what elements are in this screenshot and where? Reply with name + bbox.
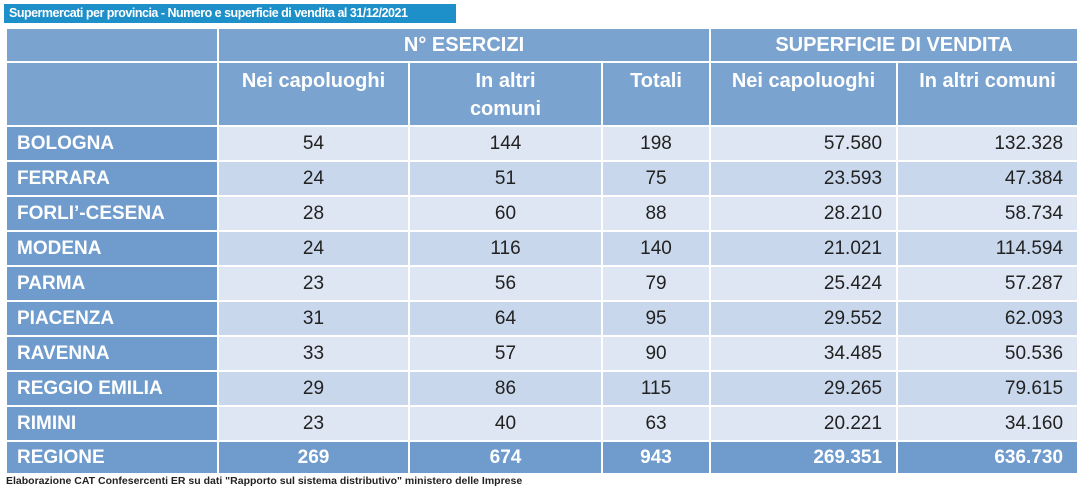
total-cell: 674	[408, 440, 603, 475]
table-cell: 64	[408, 300, 603, 337]
table-cell: 21.021	[709, 230, 899, 267]
total-row: REGIONE 269 674 943 269.351 636.730	[5, 440, 1080, 475]
row-label: BOLOGNA	[5, 125, 219, 162]
table-cell: 132.328	[896, 125, 1080, 162]
table-cell: 57.287	[896, 265, 1080, 302]
table-cell: 50.536	[896, 335, 1080, 372]
table-cell: 58.734	[896, 195, 1080, 232]
table-cell: 79	[600, 265, 712, 302]
table-cell: 198	[600, 125, 712, 162]
table-cell: 51	[408, 160, 603, 197]
table-row: RAVENNA 33 57 90 34.485 50.536	[5, 335, 1080, 372]
table-cell: 34.485	[709, 335, 899, 372]
table-cell: 28	[217, 195, 410, 232]
header-corner-lower	[5, 61, 219, 127]
table-cell: 63	[600, 405, 712, 442]
row-label: REGGIO EMILIA	[5, 370, 219, 407]
table-row: REGGIO EMILIA 29 86 115 29.265 79.615	[5, 370, 1080, 407]
table-row: FORLI’-CESENA 28 60 88 28.210 58.734	[5, 195, 1080, 232]
table-row: FERRARA 24 51 75 23.593 47.384	[5, 160, 1080, 197]
table-cell: 88	[600, 195, 712, 232]
table-cell: 25.424	[709, 265, 899, 302]
table-cell: 23	[217, 405, 410, 442]
group-header-esercizi: N° ESERCIZI	[216, 27, 712, 63]
table-cell: 56	[408, 265, 603, 302]
row-label: MODENA	[5, 230, 219, 267]
group-header-superficie: SUPERFICIE DI VENDITA	[709, 27, 1080, 63]
column-header: Totali	[600, 61, 712, 127]
total-cell: 269	[217, 440, 410, 475]
row-label: FORLI’-CESENA	[5, 195, 219, 232]
column-header: In altri comuni	[408, 61, 603, 127]
table-row: BOLOGNA 54 144 198 57.580 132.328	[5, 125, 1080, 162]
row-label: RAVENNA	[5, 335, 219, 372]
table-cell: 114.594	[896, 230, 1080, 267]
header-corner	[5, 27, 219, 63]
supermarkets-table: N° ESERCIZI SUPERFICIE DI VENDITA Nei ca…	[5, 27, 1080, 475]
table-cell: 33	[217, 335, 410, 372]
table-cell: 60	[408, 195, 603, 232]
total-cell: 943	[600, 440, 712, 475]
table-cell: 28.210	[709, 195, 899, 232]
table-cell: 40	[408, 405, 603, 442]
table-cell: 31	[217, 300, 410, 337]
total-cell: 269.351	[709, 440, 899, 475]
total-label: REGIONE	[5, 440, 219, 475]
table-row: PARMA 23 56 79 25.424 57.287	[5, 265, 1080, 302]
table-cell: 54	[217, 125, 410, 162]
row-label: PARMA	[5, 265, 219, 302]
table-cell: 29.265	[709, 370, 899, 407]
total-cell: 636.730	[896, 440, 1080, 475]
table-cell: 86	[408, 370, 603, 407]
row-label: RIMINI	[5, 405, 219, 442]
table-cell: 23	[217, 265, 410, 302]
column-header: Nei capoluoghi	[217, 61, 410, 127]
table-cell: 75	[600, 160, 712, 197]
table-row: MODENA 24 116 140 21.021 114.594	[5, 230, 1080, 267]
source-note: Elaborazione CAT Confesercenti ER su dat…	[6, 475, 523, 487]
table-cell: 144	[408, 125, 603, 162]
table-cell: 29.552	[709, 300, 899, 337]
table-cell: 79.615	[896, 370, 1080, 407]
table-cell: 95	[600, 300, 712, 337]
column-header: Nei capoluoghi	[709, 61, 899, 127]
table-cell: 115	[600, 370, 712, 407]
table-row: RIMINI 23 40 63 20.221 34.160	[5, 405, 1080, 442]
table-cell: 90	[600, 335, 712, 372]
table-cell: 57	[408, 335, 603, 372]
table-cell: 57.580	[709, 125, 899, 162]
row-label: FERRARA	[5, 160, 219, 197]
table-cell: 29	[217, 370, 410, 407]
table-cell: 34.160	[896, 405, 1080, 442]
table-title: Supermercati per provincia - Numero e su…	[4, 4, 456, 23]
table-cell: 47.384	[896, 160, 1080, 197]
table-cell: 23.593	[709, 160, 899, 197]
table-cell: 24	[217, 230, 410, 267]
table-cell: 24	[217, 160, 410, 197]
table-row: PIACENZA 31 64 95 29.552 62.093	[5, 300, 1080, 337]
row-label: PIACENZA	[5, 300, 219, 337]
table-cell: 116	[408, 230, 603, 267]
table-cell: 62.093	[896, 300, 1080, 337]
table-cell: 20.221	[709, 405, 899, 442]
column-header: In altri comuni	[896, 61, 1080, 127]
table-cell: 140	[600, 230, 712, 267]
